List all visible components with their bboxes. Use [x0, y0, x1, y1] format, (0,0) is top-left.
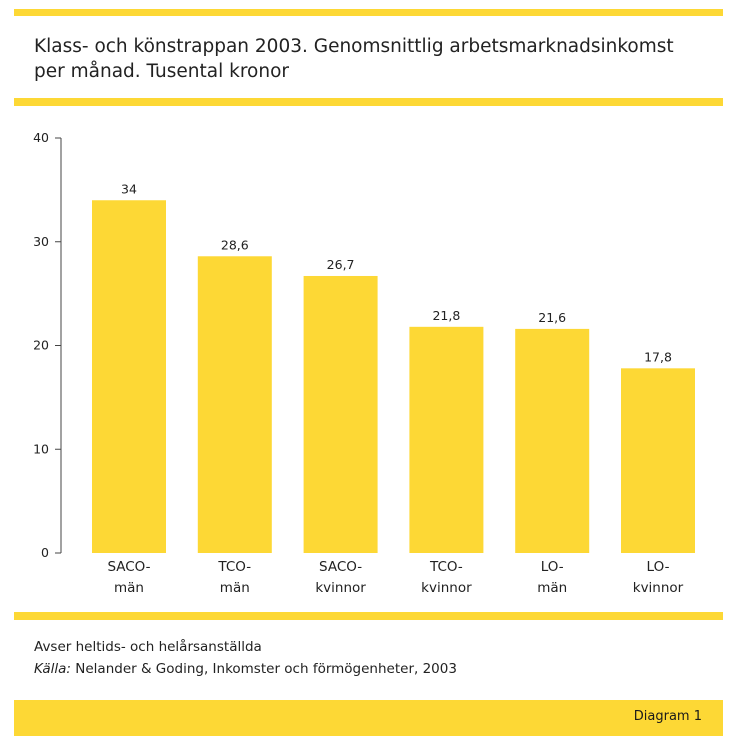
- bar: [409, 326, 484, 553]
- bar-chart: 0 10 20 30 40 34 SACO-män 28,6 TCO-män 26,7 SACO-k…: [33, 130, 695, 596]
- x-category-label: LO-: [647, 559, 670, 575]
- x-category-label: kvinnor: [633, 580, 684, 596]
- x-category-label: kvinnor: [315, 580, 366, 596]
- x-category-label: SACO-: [319, 559, 362, 575]
- bar: [92, 200, 166, 553]
- bar-value-label: 21,6: [538, 310, 566, 325]
- source-label: Källa:: [34, 661, 71, 677]
- chart-notes: Avser heltids- och helårsanställda Källa…: [34, 636, 457, 680]
- title-rule: [14, 98, 723, 106]
- bar: [515, 328, 590, 553]
- bar: [197, 256, 272, 553]
- x-category-label: kvinnor: [421, 580, 472, 596]
- y-tick-label: 20: [33, 338, 49, 353]
- y-tick-label: 40: [33, 130, 49, 145]
- y-tick-label: 10: [33, 441, 49, 456]
- x-category-label: LO-: [541, 559, 564, 575]
- bar-value-label: 17,8: [644, 349, 672, 364]
- chart-bottom-rule: [14, 612, 723, 620]
- x-category-label: män: [537, 580, 567, 596]
- chart-title: Klass- och könstrappan 2003. Genomsnittl…: [34, 36, 674, 82]
- bar-value-label: 21,8: [432, 308, 460, 323]
- bar-value-label: 28,6: [221, 237, 249, 252]
- y-tick-label: 30: [33, 234, 49, 249]
- bar-value-label: 34: [121, 181, 137, 196]
- x-category-label: TCO-: [429, 559, 463, 575]
- bar: [621, 368, 695, 553]
- y-tick-label: 0: [41, 545, 49, 560]
- bar-value-label: 26,7: [327, 257, 355, 272]
- x-category-label: män: [220, 580, 250, 596]
- note-scope: Avser heltids- och helårsanställda: [34, 639, 262, 655]
- bar: [303, 275, 378, 553]
- x-category-label: SACO-: [107, 559, 150, 575]
- note-source: Källa: Nelander & Goding, Inkomster och …: [34, 658, 457, 680]
- diagram-label: Diagram 1: [633, 709, 702, 724]
- footer-bar: Diagram 1: [14, 700, 723, 736]
- top-rule: [14, 9, 723, 16]
- x-category-label: män: [114, 580, 144, 596]
- source-text: Nelander & Goding, Inkomster och förmöge…: [70, 661, 457, 677]
- x-category-label: TCO-: [217, 559, 251, 575]
